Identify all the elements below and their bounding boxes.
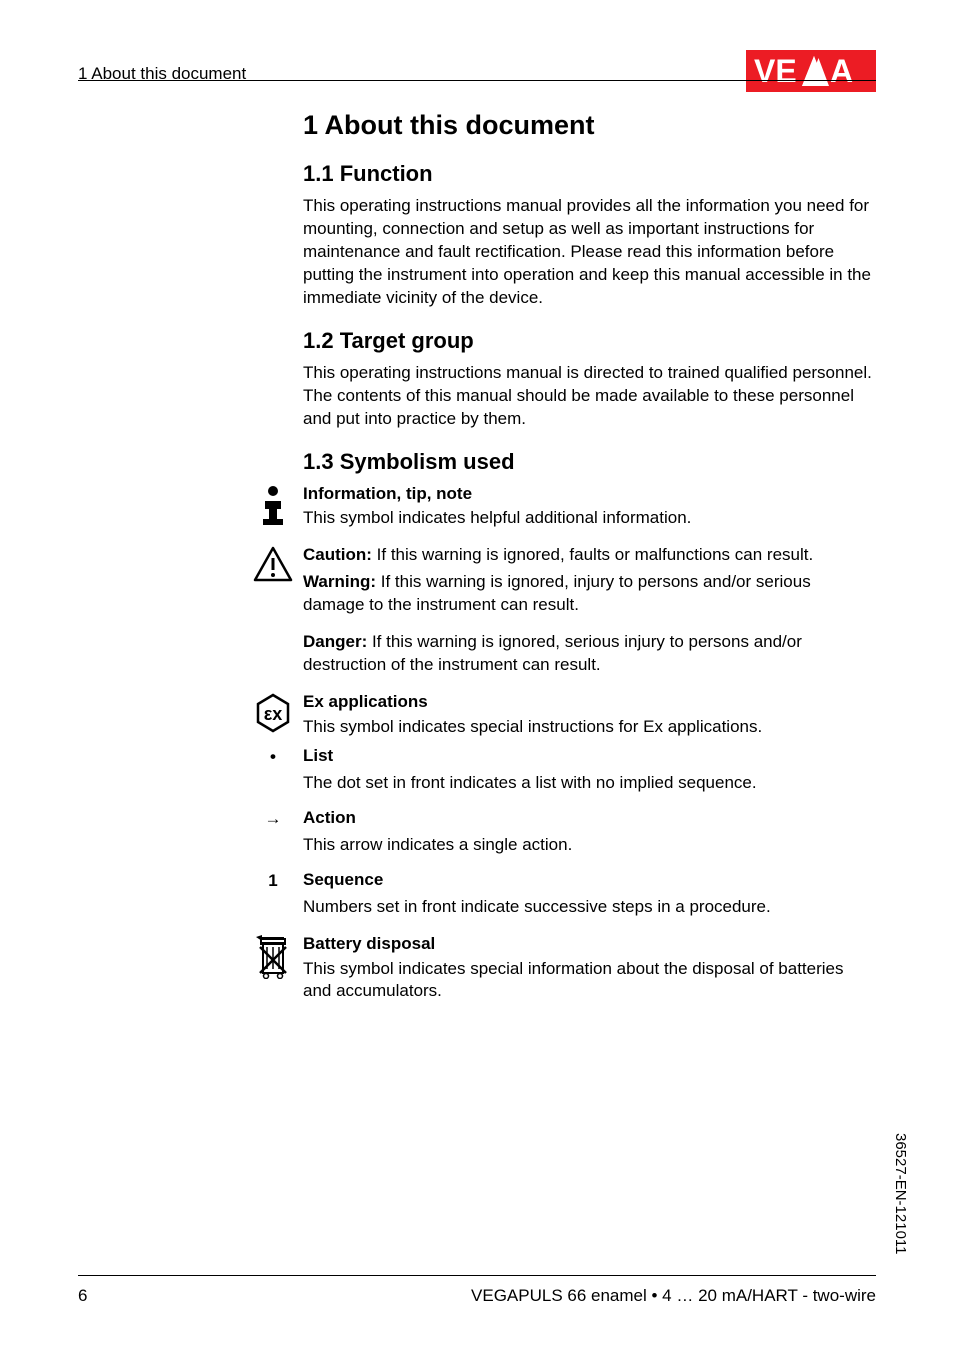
svg-text:εx: εx [264,704,283,724]
battery-text: This symbol indicates special informatio… [303,958,876,1004]
danger-text: If this warning is ignored, serious inju… [303,632,802,674]
info-text-block: Information, tip, note This symbol indic… [303,483,876,545]
caution-text: If this warning is ignored, faults or ma… [372,545,813,564]
warning-label: Warning: [303,572,376,591]
page: 1 About this document VE A 1 About this … [0,0,954,1354]
sequence-row: 1 Sequence Numbers set in front indicate… [243,869,876,923]
sequence-text: Numbers set in front indicate successive… [303,896,876,919]
action-text: This arrow indicates a single action. [303,834,876,857]
info-row: Information, tip, note This symbol indic… [243,483,876,545]
section-title: 1 About this document [303,110,876,141]
main-column: 1 About this document 1.1 Function This … [303,110,876,475]
info-label: Information, tip, note [303,484,472,503]
action-bullet: → [243,807,303,829]
list-label: List [303,746,333,765]
list-text-block: List The dot set in front indicates a li… [303,745,876,799]
side-code: 36527-EN-121011 [892,1133,909,1254]
svg-text:A: A [830,53,853,89]
vega-logo: VE A [746,50,876,97]
ex-text-block: Ex applications This symbol indicates sp… [303,691,876,745]
footer-rule [78,1275,876,1276]
danger-block: Danger: If this warning is ignored, seri… [303,631,876,677]
battery-icon [243,933,303,979]
warning-icon [243,544,303,582]
action-label: Action [303,808,356,827]
warning-text: If this warning is ignored, injury to pe… [303,572,811,614]
battery-row: Battery disposal This symbol indicates s… [243,933,876,1018]
sequence-bullet: 1 [243,869,303,891]
ex-label: Ex applications [303,692,428,711]
ex-icon: εx [243,691,303,733]
subsection-1-3-heading: 1.3 Symbolism used [303,449,876,475]
info-icon [243,483,303,525]
warning-row: Caution: If this warning is ignored, fau… [243,544,876,631]
footer: 6 VEGAPULS 66 enamel • 4 … 20 mA/HART - … [78,1286,876,1306]
header-rule [78,80,876,81]
info-text: This symbol indicates helpful additional… [303,507,876,530]
svg-text:VE: VE [754,53,797,89]
subsection-1-1-text: This operating instructions manual provi… [303,195,876,310]
page-number: 6 [78,1286,87,1306]
action-row: → Action This arrow indicates a single a… [243,807,876,861]
ex-text: This symbol indicates special instructio… [303,716,876,739]
subsection-1-1-heading: 1.1 Function [303,161,876,187]
danger-label: Danger: [303,632,367,651]
warning-text-block: Caution: If this warning is ignored, fau… [303,544,876,631]
list-row: • List The dot set in front indicates a … [243,745,876,799]
footer-right: VEGAPULS 66 enamel • 4 … 20 mA/HART - tw… [471,1286,876,1306]
list-text: The dot set in front indicates a list wi… [303,772,876,795]
subsection-1-2-text: This operating instructions manual is di… [303,362,876,431]
subsection-1-2-heading: 1.2 Target group [303,328,876,354]
action-text-block: Action This arrow indicates a single act… [303,807,876,861]
ex-row: εx Ex applications This symbol indicates… [243,691,876,745]
sequence-label: Sequence [303,870,383,889]
header: 1 About this document VE A [78,50,876,97]
battery-text-block: Battery disposal This symbol indicates s… [303,933,876,1018]
list-bullet: • [243,745,303,767]
sequence-text-block: Sequence Numbers set in front indicate s… [303,869,876,923]
battery-label: Battery disposal [303,934,435,953]
caution-label: Caution: [303,545,372,564]
content: 1 About this document 1.1 Function This … [78,110,876,1017]
